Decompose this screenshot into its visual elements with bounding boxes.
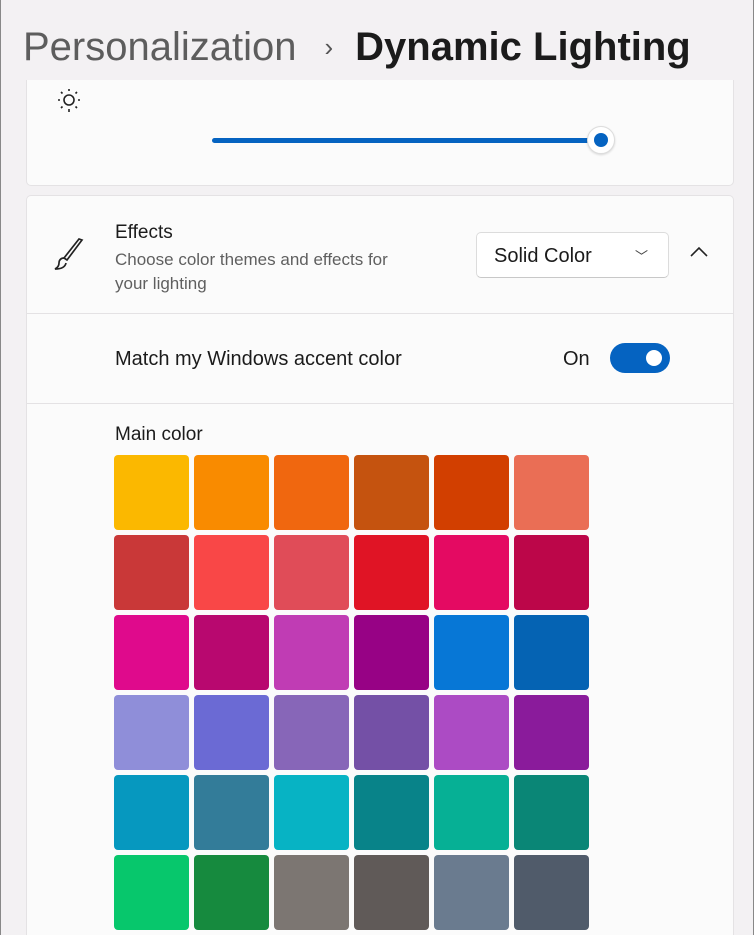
color-swatch[interactable] bbox=[514, 535, 589, 610]
color-swatch[interactable] bbox=[354, 615, 429, 690]
color-swatch[interactable] bbox=[434, 455, 509, 530]
color-swatch[interactable] bbox=[114, 695, 189, 770]
effects-card: Effects Choose color themes and effects … bbox=[26, 195, 734, 935]
color-swatch[interactable] bbox=[114, 855, 189, 930]
match-accent-label: Match my Windows accent color bbox=[115, 348, 402, 370]
color-swatch-grid bbox=[114, 455, 589, 930]
color-swatch[interactable] bbox=[194, 615, 269, 690]
color-swatch[interactable] bbox=[274, 455, 349, 530]
toggle-state-label: On bbox=[563, 348, 590, 370]
effects-header[interactable]: Effects Choose color themes and effects … bbox=[27, 196, 733, 314]
color-swatch[interactable] bbox=[194, 695, 269, 770]
color-swatch[interactable] bbox=[354, 695, 429, 770]
color-swatch[interactable] bbox=[354, 535, 429, 610]
color-swatch[interactable] bbox=[434, 615, 509, 690]
brightness-card bbox=[26, 80, 734, 186]
color-swatch[interactable] bbox=[194, 855, 269, 930]
color-swatch[interactable] bbox=[194, 775, 269, 850]
color-swatch[interactable] bbox=[274, 695, 349, 770]
color-swatch[interactable] bbox=[434, 535, 509, 610]
color-swatch[interactable] bbox=[274, 535, 349, 610]
color-swatch[interactable] bbox=[514, 455, 589, 530]
color-swatch[interactable] bbox=[514, 695, 589, 770]
color-swatch[interactable] bbox=[434, 855, 509, 930]
paintbrush-icon bbox=[54, 238, 84, 270]
chevron-down-icon: ﹀ bbox=[634, 249, 648, 264]
color-swatch[interactable] bbox=[114, 615, 189, 690]
color-swatch[interactable] bbox=[354, 855, 429, 930]
breadcrumb: Personalization › Dynamic Lighting bbox=[23, 22, 691, 72]
color-swatch[interactable] bbox=[194, 455, 269, 530]
color-swatch[interactable] bbox=[274, 615, 349, 690]
page-title: Dynamic Lighting bbox=[355, 24, 691, 69]
brightness-slider-thumb[interactable] bbox=[587, 126, 615, 154]
sun-icon bbox=[58, 89, 80, 112]
color-swatch[interactable] bbox=[114, 775, 189, 850]
color-swatch[interactable] bbox=[354, 455, 429, 530]
color-swatch[interactable] bbox=[354, 775, 429, 850]
breadcrumb-personalization[interactable]: Personalization bbox=[23, 24, 297, 69]
brightness-slider-track[interactable] bbox=[212, 138, 602, 143]
color-swatch[interactable] bbox=[434, 695, 509, 770]
color-swatch[interactable] bbox=[114, 455, 189, 530]
color-swatch[interactable] bbox=[114, 535, 189, 610]
effects-description: Choose color themes and effects for your… bbox=[115, 250, 388, 293]
color-swatch[interactable] bbox=[514, 855, 589, 930]
match-accent-toggle[interactable] bbox=[610, 343, 670, 373]
chevron-up-icon[interactable] bbox=[690, 246, 708, 258]
color-swatch[interactable] bbox=[434, 775, 509, 850]
color-swatch[interactable] bbox=[514, 775, 589, 850]
effects-title: Effects bbox=[115, 222, 173, 243]
match-accent-row: Match my Windows accent color On bbox=[27, 314, 733, 404]
color-swatch[interactable] bbox=[514, 615, 589, 690]
color-swatch[interactable] bbox=[194, 535, 269, 610]
effects-dropdown[interactable]: Solid Color ﹀ bbox=[476, 232, 669, 278]
breadcrumb-separator-icon: › bbox=[324, 31, 334, 62]
color-swatch[interactable] bbox=[274, 855, 349, 930]
color-swatch[interactable] bbox=[274, 775, 349, 850]
effects-dropdown-value: Solid Color bbox=[494, 245, 592, 267]
main-color-label: Main color bbox=[115, 424, 203, 445]
